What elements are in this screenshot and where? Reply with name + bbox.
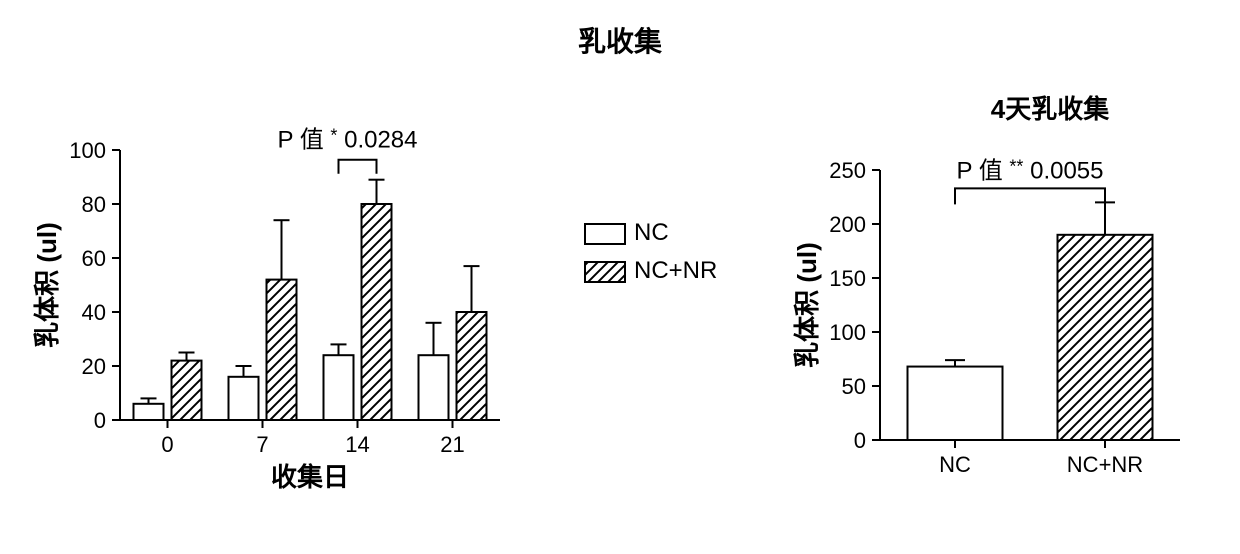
y-tick-label: 200	[829, 212, 866, 237]
bar	[134, 404, 164, 420]
y-tick-label: 80	[82, 192, 106, 217]
x-tick-label: 14	[345, 432, 369, 457]
legend-label: NC	[634, 220, 669, 246]
x-tick-label: 0	[161, 432, 173, 457]
legend-swatch	[585, 262, 625, 282]
y-axis-label: 乳体积 (ul)	[792, 242, 822, 368]
bar	[419, 355, 449, 420]
chart-4day-milk-collection: 4天乳收集 0 50 100 150 200 250 乳体积 (ul) NC NC+NR P 值 *…	[780, 90, 1220, 520]
legend-label: NC+NR	[634, 257, 717, 284]
x-tick-label: NC	[939, 452, 971, 477]
x-axis-label: 收集日	[271, 462, 349, 492]
legend-swatch	[585, 224, 625, 244]
y-tick-label: 150	[829, 266, 866, 291]
legend: NC NC+NR	[580, 220, 740, 310]
p-value-label: P 值 * 0.0284	[277, 126, 417, 154]
chart-title: 4天乳收集	[991, 94, 1110, 124]
bar	[362, 204, 392, 420]
main-title: 乳收集	[20, 20, 1220, 60]
y-tick-label: 20	[82, 354, 106, 379]
y-tick-label: 100	[69, 138, 106, 163]
y-tick-label: 250	[829, 158, 866, 183]
x-tick-label: 7	[256, 432, 268, 457]
significance-bracket	[339, 160, 377, 174]
charts-row: 0 20 40 60 80 100 乳体积 (ul) 0 7 14 21 收集日 P 值 * 0.028…	[20, 90, 1220, 520]
y-tick-label: 50	[842, 374, 866, 399]
significance-bracket	[955, 188, 1105, 204]
y-axis-label: 乳体积 (ul)	[32, 222, 62, 348]
bar	[1058, 235, 1153, 440]
bar	[172, 361, 202, 420]
bar	[267, 280, 297, 420]
bar	[229, 377, 259, 420]
p-value-label: P 值 ** 0.0055	[956, 156, 1103, 184]
bar	[908, 367, 1003, 440]
bar	[324, 355, 354, 420]
y-tick-label: 40	[82, 300, 106, 325]
x-tick-label: NC+NR	[1067, 452, 1143, 477]
chart-milk-collection-by-day: 0 20 40 60 80 100 乳体积 (ul) 0 7 14 21 收集日 P 值 * 0.028…	[20, 90, 540, 520]
y-tick-label: 100	[829, 320, 866, 345]
bar	[457, 312, 487, 420]
y-tick-label: 0	[94, 408, 106, 433]
y-tick-label: 60	[82, 246, 106, 271]
x-tick-label: 21	[440, 432, 464, 457]
y-tick-label: 0	[854, 428, 866, 453]
